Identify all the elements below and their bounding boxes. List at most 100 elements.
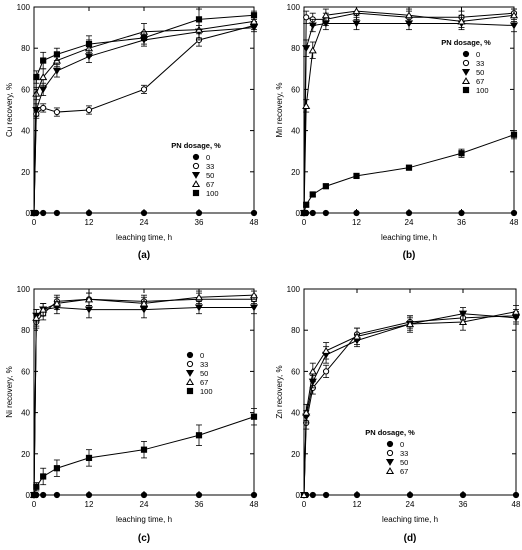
x-tick-label: 48 xyxy=(512,500,521,509)
legend-marker xyxy=(462,59,470,67)
x-tick-label: 12 xyxy=(85,500,94,509)
data-point xyxy=(53,465,61,472)
legend-entry: 0 xyxy=(200,351,204,360)
series-67 xyxy=(29,290,259,499)
series-33 xyxy=(300,309,520,499)
legend-entry: 50 xyxy=(200,369,208,378)
legend-marker xyxy=(461,77,471,85)
y-tick-label: 0 xyxy=(296,491,301,500)
data-point xyxy=(250,12,258,19)
panel-label: (d) xyxy=(404,533,417,544)
data-point xyxy=(249,304,259,312)
x-tick-label: 36 xyxy=(195,500,204,509)
legend-entry: 33 xyxy=(206,162,214,171)
legend-marker xyxy=(185,378,195,386)
data-point xyxy=(249,17,259,25)
data-point xyxy=(84,295,94,303)
series-0 xyxy=(30,491,258,499)
data-point xyxy=(250,491,258,499)
y-axis-label: Cu recovery, % xyxy=(5,83,14,137)
data-point xyxy=(458,209,465,217)
data-point xyxy=(195,432,203,439)
data-point xyxy=(322,491,330,499)
y-tick-label: 0 xyxy=(26,491,31,500)
x-axis-label: leaching time, h xyxy=(116,233,172,242)
x-tick-label: 12 xyxy=(353,500,362,509)
plot-frame xyxy=(33,288,255,496)
data-point xyxy=(302,45,311,53)
chart-panel: 0 12 24 36 48 0 20 40 60 80 100 leaching time, h Cu … xyxy=(5,3,259,261)
y-tick-label: 80 xyxy=(21,326,30,335)
legend-title: PN dosage, % xyxy=(365,428,415,437)
x-tick-label: 12 xyxy=(85,218,94,227)
legend-marker xyxy=(386,449,394,457)
legend-marker xyxy=(462,86,470,94)
legend-marker xyxy=(461,68,471,76)
x-tick-label: 48 xyxy=(510,218,519,227)
series-100 xyxy=(30,408,258,499)
data-point xyxy=(85,40,93,48)
series-0 xyxy=(300,209,518,217)
data-point xyxy=(458,318,468,326)
data-point xyxy=(39,73,48,81)
data-point xyxy=(322,346,331,354)
data-point xyxy=(52,299,61,307)
data-point xyxy=(40,491,47,499)
x-tick-label: 24 xyxy=(405,218,414,227)
data-point xyxy=(512,491,520,499)
data-point xyxy=(309,209,316,217)
x-tick-label: 24 xyxy=(140,218,149,227)
data-point xyxy=(510,131,518,138)
y-tick-label: 0 xyxy=(26,209,31,218)
series-100 xyxy=(30,8,258,217)
legend-entry: 0 xyxy=(206,153,210,162)
legend-marker xyxy=(192,153,200,161)
data-point xyxy=(85,106,93,114)
legend-marker xyxy=(385,458,395,466)
legend-marker xyxy=(191,171,201,179)
series-line xyxy=(33,27,255,214)
chart-panel: 0 12 24 36 48 0 20 40 60 80 100 leaching time, h Zn … xyxy=(275,285,521,544)
data-point xyxy=(510,209,518,217)
data-point xyxy=(53,51,61,58)
series-line xyxy=(303,311,517,496)
data-point xyxy=(405,320,415,328)
y-tick-label: 20 xyxy=(291,450,300,459)
data-point xyxy=(511,307,521,315)
data-point xyxy=(40,104,47,112)
y-tick-label: 60 xyxy=(21,367,30,376)
series-50 xyxy=(299,16,519,217)
y-tick-label: 100 xyxy=(287,3,301,12)
data-point xyxy=(459,491,467,499)
series-33 xyxy=(30,292,258,499)
legend-marker xyxy=(192,162,200,170)
legend-entry: 50 xyxy=(206,171,214,180)
data-point xyxy=(39,86,48,94)
y-tick-label: 100 xyxy=(17,3,31,12)
data-point xyxy=(322,209,329,217)
chart-panel: 0 12 24 36 48 0 20 40 60 80 100 leaching time, h Ni … xyxy=(5,285,259,544)
y-tick-label: 80 xyxy=(291,44,300,53)
y-tick-label: 80 xyxy=(21,44,30,53)
data-point xyxy=(353,491,361,499)
series-100 xyxy=(300,130,518,217)
data-point xyxy=(39,305,48,313)
legend-marker xyxy=(386,440,394,448)
y-tick-label: 80 xyxy=(291,326,300,335)
data-point xyxy=(140,86,148,93)
legend-title: PN dosage, % xyxy=(171,141,221,150)
data-point xyxy=(139,299,149,307)
x-tick-label: 24 xyxy=(406,500,415,509)
series-line xyxy=(303,313,517,496)
panel-label: (c) xyxy=(138,533,150,544)
y-tick-label: 100 xyxy=(287,285,301,294)
data-point xyxy=(30,491,38,499)
series-50 xyxy=(29,300,259,499)
data-point xyxy=(309,191,316,198)
data-point xyxy=(322,368,330,375)
data-point xyxy=(195,16,203,23)
